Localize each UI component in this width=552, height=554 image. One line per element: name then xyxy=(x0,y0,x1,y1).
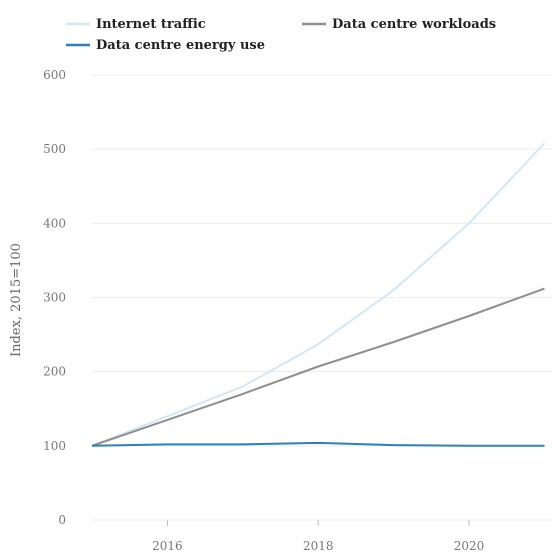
y-tick-label: 100 xyxy=(43,439,66,453)
legend-label: Data centre workloads xyxy=(332,17,496,32)
legend-label: Data centre energy use xyxy=(96,38,265,53)
y-tick-label: 600 xyxy=(43,68,66,82)
x-tick-label: 2016 xyxy=(152,539,183,553)
y-tick-label: 500 xyxy=(43,142,66,156)
y-tick-label: 400 xyxy=(43,216,66,230)
y-axis-ticks: 0 100 200 300 400 500 600 xyxy=(43,68,66,527)
data-centre-energy-use-line xyxy=(91,441,545,447)
gridlines xyxy=(92,74,552,521)
data-centre-workloads-line xyxy=(91,287,545,447)
y-tick-label: 300 xyxy=(43,291,66,305)
series-lines xyxy=(91,142,546,447)
x-axis-ticks: 2016 2018 2020 xyxy=(152,520,484,553)
internet-traffic-line xyxy=(91,142,546,447)
y-tick-label: 200 xyxy=(43,365,66,379)
y-tick-label: 0 xyxy=(58,513,66,527)
legend: Internet traffic Data centre workloads Dat… xyxy=(66,17,496,53)
legend-label: Internet traffic xyxy=(96,17,206,32)
x-tick-label: 2018 xyxy=(303,539,334,553)
x-tick-label: 2020 xyxy=(454,539,485,553)
y-axis-title: Index, 2015=100 xyxy=(9,243,24,357)
